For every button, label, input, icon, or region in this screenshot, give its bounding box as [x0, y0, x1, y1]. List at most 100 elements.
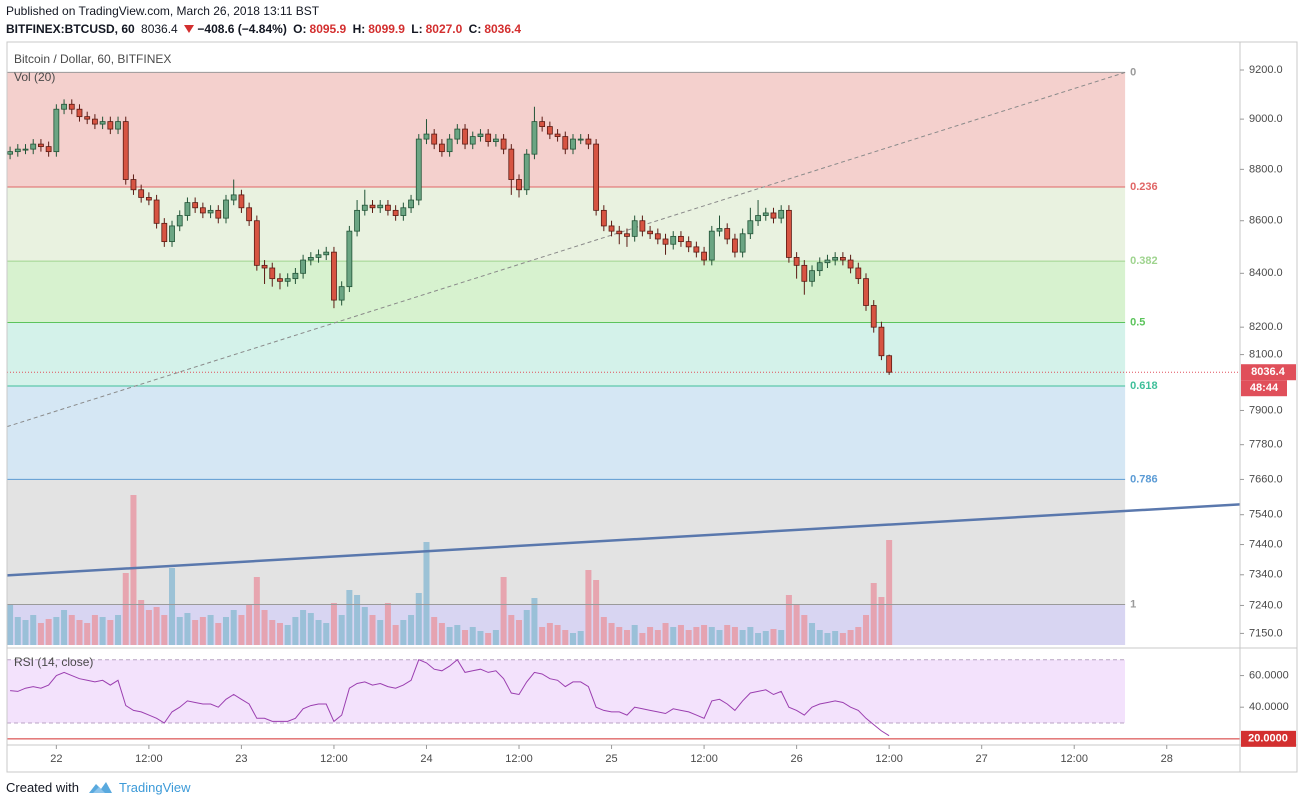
volume-bar [693, 627, 700, 645]
symbol: BITFINEX:BTCUSD, 60 [6, 22, 135, 36]
candle-body [338, 286, 345, 301]
fib-band [7, 322, 1126, 386]
y-tick-label: 8200.0 [1249, 321, 1283, 333]
volume-bar [438, 623, 445, 645]
volume-bar [7, 605, 14, 645]
volume-bar [670, 627, 677, 645]
volume-bar [122, 573, 129, 645]
volume-bar [531, 598, 538, 645]
symbol-line: BITFINEX:BTCUSD, 60 8036.4 −408.6 (−4.84… [6, 22, 524, 36]
candle-body [392, 209, 399, 216]
volume-bar [431, 617, 438, 645]
fib-label: 0.786 [1130, 473, 1158, 485]
candle-body [400, 207, 407, 216]
countdown-label: 48:44 [1250, 382, 1279, 394]
volume-bar [115, 615, 122, 645]
volume-bar [863, 615, 870, 645]
down-arrow [184, 25, 195, 33]
y-tick-label: 7150.0 [1249, 627, 1283, 639]
frame [6, 41, 1298, 773]
x-tick-label: 26 [790, 753, 802, 765]
rsi-title: RSI (14, close) [14, 655, 93, 669]
y-tick-label: 8400.0 [1249, 267, 1283, 279]
volume-bar [408, 615, 415, 645]
candle-body [115, 121, 121, 130]
volume-bar [516, 620, 523, 645]
candle-body [809, 270, 815, 282]
x-tick-label: 23 [235, 753, 247, 765]
x-tick-label: 25 [605, 753, 617, 765]
volume-bar [569, 633, 576, 645]
volume-bar [770, 629, 777, 645]
close-value: 8036.4 [484, 22, 522, 36]
candle-body [138, 189, 145, 198]
brand-logo [88, 782, 112, 793]
last-price: 8036.4 [141, 22, 178, 36]
x-tick-label: 12:00 [875, 753, 903, 765]
candle-body [600, 209, 607, 227]
close-label: C: [468, 22, 482, 36]
volume-bar [577, 631, 584, 645]
volume-bar [192, 620, 199, 645]
candle-body [346, 230, 353, 288]
volume-bar [377, 620, 384, 645]
volume-bar [847, 630, 854, 645]
candle-body [230, 194, 237, 201]
candle-body [847, 259, 854, 269]
change: −408.6 (−4.84%) [197, 22, 287, 36]
low-label: L: [411, 22, 423, 36]
volume-bar [45, 619, 52, 645]
volume-bar [755, 633, 762, 645]
volume-bar [284, 625, 291, 645]
candle-body [739, 233, 746, 253]
volume-bar [384, 603, 391, 645]
volume-bar [446, 627, 453, 645]
volume-bar [99, 617, 106, 645]
candle-body [492, 138, 499, 142]
x-tick-label: 24 [420, 753, 432, 765]
rsi-tick-label: 60.0000 [1249, 669, 1289, 681]
candle-body [778, 209, 785, 219]
candle-body [246, 207, 253, 222]
candle-body [701, 251, 707, 261]
rsi-level-box [1241, 730, 1296, 747]
volume-title: Vol (20) [14, 70, 55, 84]
volume-bar [747, 627, 754, 645]
candle-body [523, 153, 530, 191]
candle-body [639, 220, 646, 232]
candle-body [361, 204, 368, 211]
volume-bar [585, 570, 592, 645]
candle-body [439, 143, 445, 153]
volume-bar [801, 615, 808, 645]
candle-body [462, 128, 468, 145]
volume-bar [608, 623, 615, 645]
candle-body [562, 136, 569, 150]
x-tick-label: 22 [50, 753, 62, 765]
pane-title: Bitcoin / Dollar, 60, BITFINEX [14, 52, 171, 66]
candle-body [832, 257, 839, 261]
candle-body [30, 143, 37, 150]
volume-bar [477, 631, 484, 645]
candle-body [585, 138, 592, 145]
candle-body [454, 128, 461, 140]
volume-bar [369, 615, 376, 645]
volume-bar [739, 630, 746, 645]
axes: 8036.4 48:44 9200.0 9000.0 8800.0 8600.0 8400.… [6, 41, 1298, 773]
candle-body [793, 257, 800, 266]
candle-body [369, 204, 376, 209]
candle-body [762, 212, 769, 216]
volume-bar [91, 615, 98, 645]
volume-bar [708, 627, 715, 645]
y-tick-label: 8600.0 [1249, 215, 1283, 227]
volume-bar [662, 623, 669, 645]
candle-body [747, 220, 754, 235]
candle-body [184, 202, 191, 216]
candle-body [839, 257, 846, 261]
candle-body [631, 220, 638, 237]
fib-band [7, 385, 1126, 480]
open-label: O: [293, 22, 307, 36]
candle-body [716, 228, 723, 232]
volume-bar [469, 627, 476, 645]
volume-bar [346, 590, 353, 645]
